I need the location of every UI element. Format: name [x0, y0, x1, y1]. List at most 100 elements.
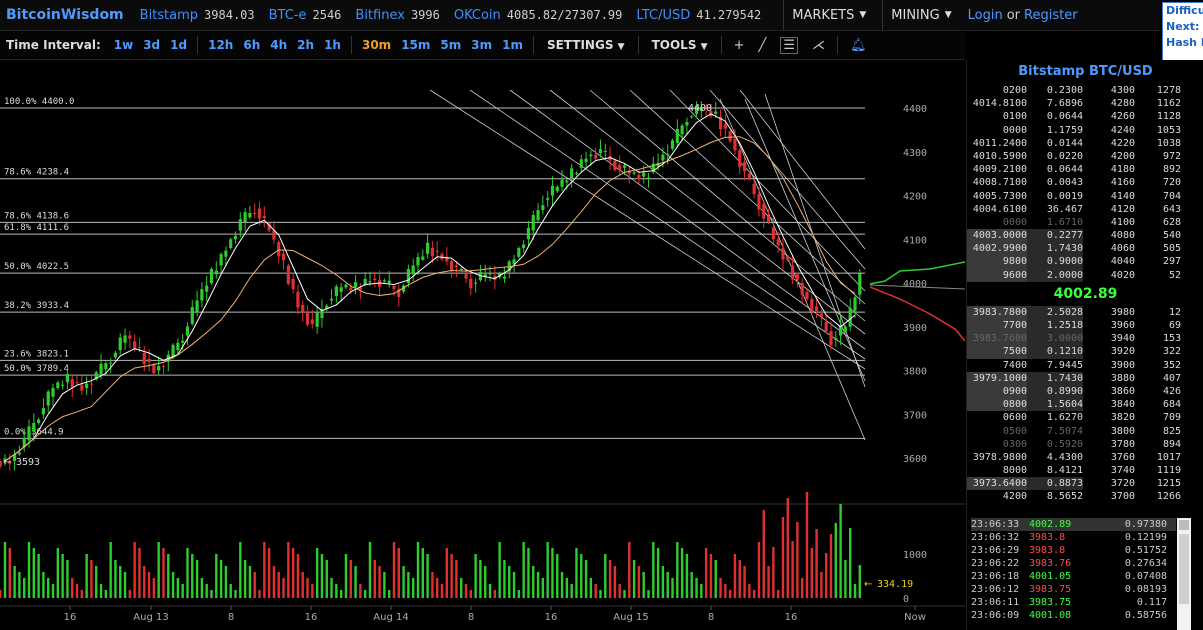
- candle-body: [618, 164, 622, 171]
- ticker-0[interactable]: Bitstamp 3984.03: [140, 8, 255, 23]
- ask-row[interactable]: 4002.9900 1.7430 4060 505: [967, 242, 1203, 256]
- candle-body: [584, 158, 588, 162]
- brand-logo[interactable]: BitcoinWisdom: [6, 7, 124, 23]
- bid-row[interactable]: 0800 1.5604 3840 684: [967, 398, 1203, 412]
- interval-2h[interactable]: 2h: [297, 38, 315, 52]
- trade-row[interactable]: 23:06:18 4001.05 0.07408: [971, 570, 1176, 583]
- interval-1d[interactable]: 1d: [170, 38, 188, 52]
- recent-trades-list[interactable]: 23:06:33 4002.89 0.97380 23:06:32 3983.8 0.12…: [971, 518, 1176, 622]
- ask-row[interactable]: 0000 1.1759 4240 1053: [967, 124, 1203, 137]
- bid-row[interactable]: 3973.6400 0.8873 3720 1215: [967, 477, 1203, 491]
- interval-30m[interactable]: 30m: [361, 38, 392, 52]
- interval-1w[interactable]: 1w: [113, 38, 134, 52]
- candle-body: [70, 379, 74, 388]
- bid-row[interactable]: 4200 8.5652 3700 1266: [967, 490, 1203, 503]
- trendline-icon[interactable]: ╱: [758, 37, 767, 53]
- candle-body: [185, 326, 190, 336]
- ask-row[interactable]: 4014.8100 7.6896 4280 1162: [967, 97, 1203, 110]
- interval-3m[interactable]: 3m: [471, 38, 493, 52]
- volume-bar: [128, 590, 132, 598]
- ask-row[interactable]: 4003.0000 0.2277 4080 540: [967, 229, 1203, 243]
- alert-bell-icon[interactable]: 🔔︎: [849, 37, 867, 53]
- interval-1h[interactable]: 1h: [324, 38, 341, 52]
- bid-row[interactable]: 7700 1.2518 3960 69: [967, 319, 1203, 333]
- scrollbar-thumb[interactable]: [1179, 534, 1189, 604]
- order-amount: 0.5920: [1046, 438, 1083, 450]
- settings-menu[interactable]: SETTINGS ▼: [547, 38, 625, 52]
- volume-bar: [594, 584, 597, 598]
- ask-row[interactable]: 4011.2400 0.0144 4220 1038: [967, 137, 1203, 150]
- markets-menu[interactable]: MARKETS ▼: [783, 0, 874, 30]
- bid-row[interactable]: 7500 0.1210 3920 322: [967, 345, 1203, 359]
- bid-row[interactable]: 3983.7600 3.0000 3940 153: [967, 332, 1203, 346]
- volume-tick-label: 0: [903, 594, 909, 605]
- order-amount: 7.6896: [1046, 98, 1083, 110]
- trade-row[interactable]: 23:06:09 4001.08 0.58756: [971, 609, 1176, 622]
- bid-row[interactable]: 3979.1000 1.7430 3880 407: [967, 371, 1203, 385]
- trade-row[interactable]: 23:06:29 3983.8 0.51752: [971, 544, 1176, 557]
- volume-bar: [570, 584, 573, 598]
- ticker-3[interactable]: OKCoin 4085.82/27307.99: [454, 8, 623, 23]
- candle-body: [848, 308, 852, 327]
- bid-row[interactable]: 8000 8.4121 3740 1119: [967, 464, 1203, 477]
- order-amount: 8.5652: [1046, 491, 1083, 503]
- chart-canvas[interactable]: 4400 4300 4200 4100 4000 3900 3800 3700 3600 1000…: [0, 59, 965, 630]
- bid-row[interactable]: 3983.7800 2.5028 3980 12: [967, 305, 1203, 319]
- volume-bar: [580, 554, 583, 598]
- depth-price: 4200: [1110, 150, 1135, 162]
- interval-3d[interactable]: 3d: [143, 38, 161, 52]
- ask-row[interactable]: 4010.5900 0.0220 4200 972: [967, 150, 1203, 163]
- trade-row[interactable]: 23:06:22 3983.76 0.27634: [971, 557, 1176, 570]
- bid-row[interactable]: 0600 1.6270 3820 709: [967, 411, 1203, 424]
- ticker-4[interactable]: LTC/USD 41.279542: [636, 8, 761, 23]
- trade-row[interactable]: 23:06:12 3983.75 0.08193: [971, 583, 1176, 596]
- scroll-up-arrow[interactable]: [1179, 520, 1189, 530]
- trade-row[interactable]: 23:06:11 3983.75 0.117: [971, 596, 1176, 609]
- candle-body: [310, 319, 314, 325]
- ask-row[interactable]: 4004.6100 36.467 4120 643: [967, 203, 1203, 216]
- fan-lines-icon[interactable]: ⋌: [811, 37, 825, 53]
- trade-row[interactable]: 23:06:32 3983.8 0.12199: [971, 531, 1176, 544]
- ask-row[interactable]: 4008.7100 0.0043 4160 720: [967, 176, 1203, 189]
- trades-scrollbar[interactable]: [1177, 518, 1191, 630]
- ticker-2[interactable]: Bitfinex 3996: [355, 8, 439, 23]
- tools-menu[interactable]: TOOLS ▼: [652, 38, 708, 52]
- interval-4h[interactable]: 4h: [270, 38, 288, 52]
- candle-body: [454, 265, 459, 268]
- price-chart[interactable]: 4400 4300 4200 4100 4000 3900 3800 3700 3600 1000…: [0, 59, 965, 630]
- candle-body: [589, 154, 593, 157]
- login-link[interactable]: Login: [967, 7, 1003, 23]
- interval-6h[interactable]: 6h: [243, 38, 261, 52]
- register-link[interactable]: Register: [1024, 7, 1078, 23]
- horizontal-lines-icon[interactable]: ☰: [780, 36, 798, 54]
- x-tick-label: Aug 13: [133, 612, 168, 623]
- ask-row[interactable]: 4009.2100 0.0644 4180 892: [967, 163, 1203, 176]
- volume-bar: [330, 578, 333, 598]
- order-price: 9600: [967, 268, 1027, 282]
- volume-bar: [608, 560, 612, 598]
- interval-5m[interactable]: 5m: [440, 38, 462, 52]
- ticker-1[interactable]: BTC-e 2546: [269, 8, 342, 23]
- order-price: 4010.5900: [972, 150, 1027, 162]
- crosshair-icon[interactable]: +: [733, 37, 745, 53]
- ask-row[interactable]: 9600 2.0000 4020 52: [967, 268, 1203, 282]
- ask-row[interactable]: 0000 1.6710 4100 628: [967, 216, 1203, 229]
- bid-row[interactable]: 0500 7.5074 3800 825: [967, 425, 1203, 438]
- interval-12h[interactable]: 12h: [208, 38, 234, 52]
- mining-menu[interactable]: MINING ▼: [882, 0, 959, 30]
- difficulty-widget[interactable]: Difficu Next: Hash R: [1162, 2, 1203, 62]
- trade-row[interactable]: 23:06:33 4002.89 0.97380: [971, 518, 1176, 531]
- bid-row[interactable]: 0900 0.8990 3860 426: [967, 384, 1203, 399]
- bid-row[interactable]: 0300 0.5920 3780 894: [967, 438, 1203, 451]
- order-price: 3983.7600: [967, 332, 1027, 346]
- ask-row[interactable]: 9800 0.9000 4040 297: [967, 255, 1203, 269]
- candle-body: [349, 287, 353, 290]
- ask-row[interactable]: 0100 0.0644 4260 1128: [967, 110, 1203, 123]
- volume-bar: [0, 590, 2, 598]
- bid-row[interactable]: 3978.9800 4.4300 3760 1017: [967, 451, 1203, 464]
- interval-15m[interactable]: 15m: [401, 38, 431, 52]
- interval-1m[interactable]: 1m: [502, 38, 523, 52]
- bid-row[interactable]: 7400 7.9445 3900 352: [967, 359, 1203, 372]
- ask-row[interactable]: 4005.7300 0.0019 4140 704: [967, 190, 1203, 203]
- ask-row[interactable]: 0200 0.2300 4300 1278: [967, 84, 1203, 97]
